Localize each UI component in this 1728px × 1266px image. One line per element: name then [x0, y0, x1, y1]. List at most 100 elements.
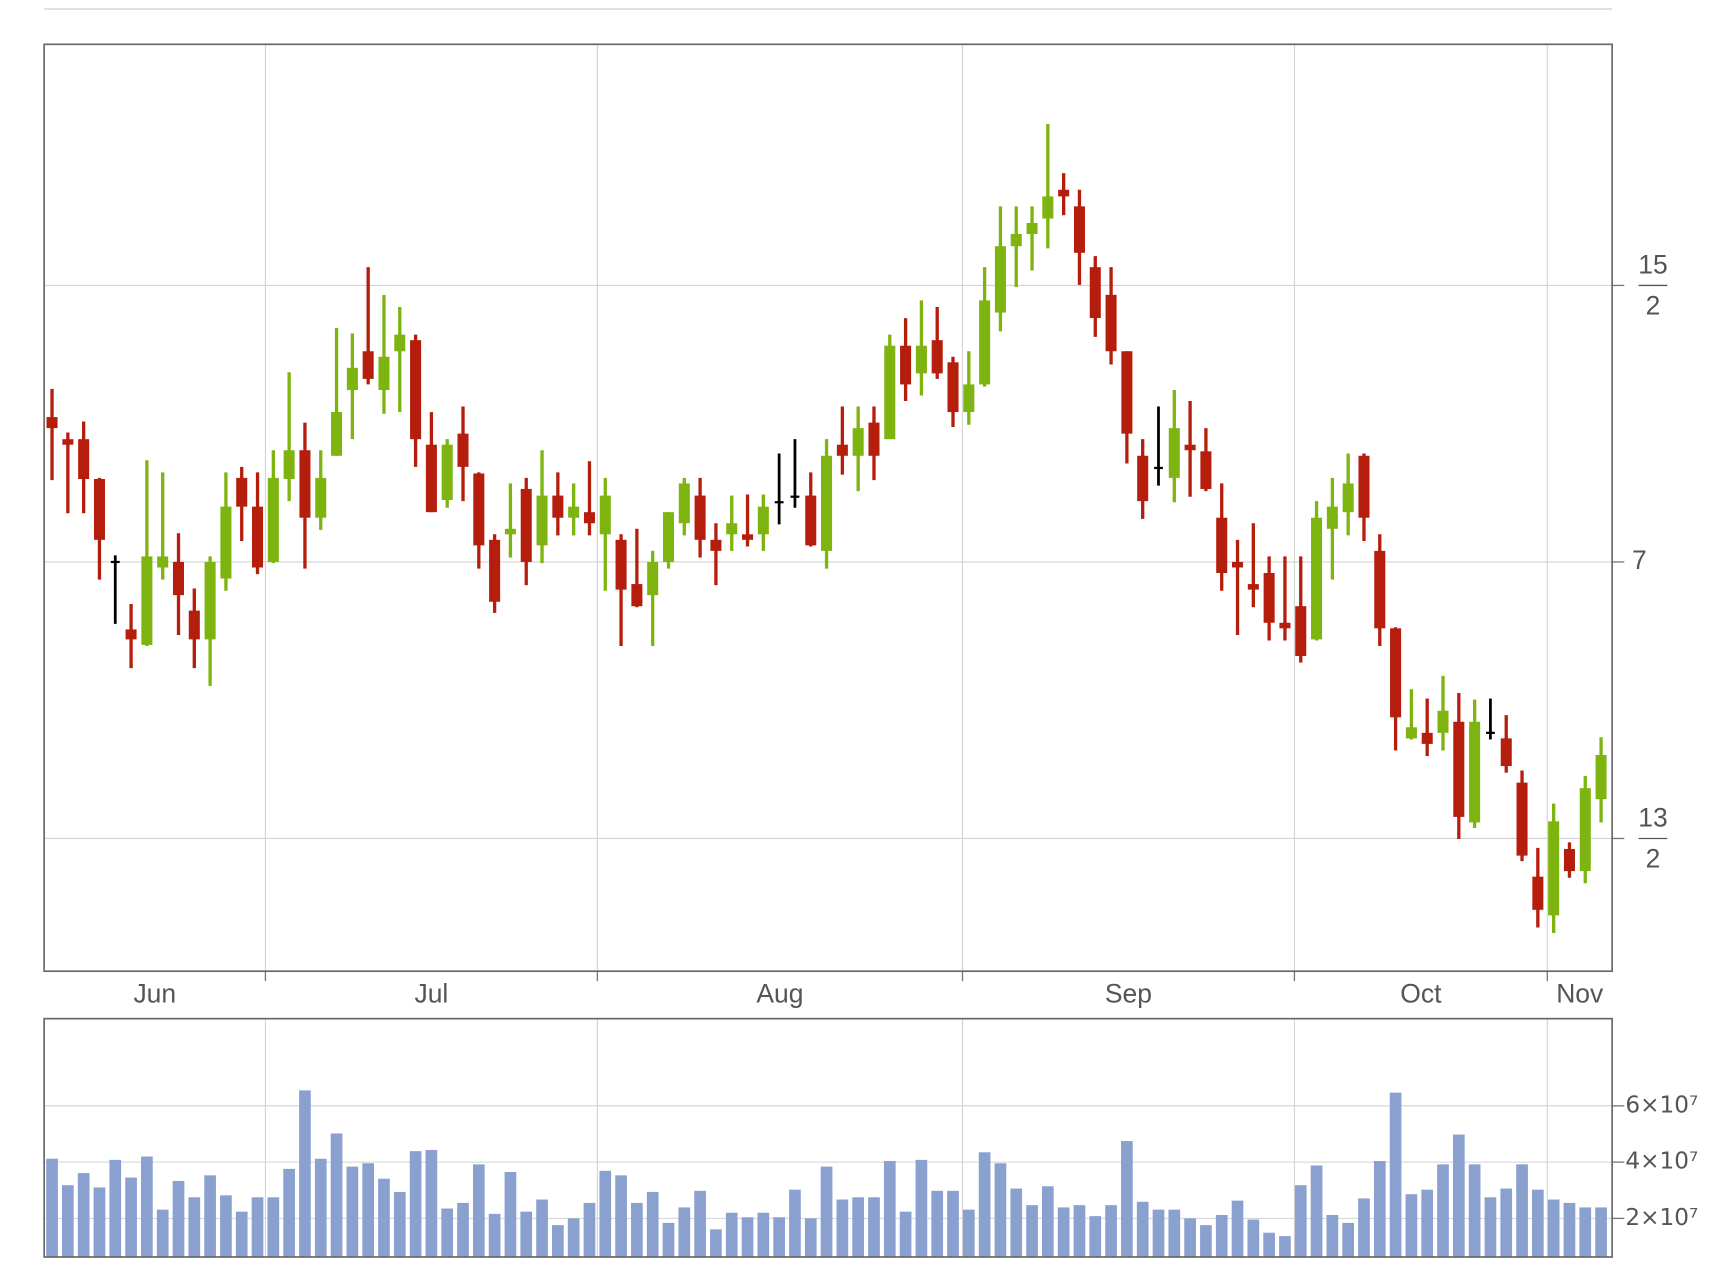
volume-bar — [1452, 1134, 1465, 1257]
candle-body — [1232, 561, 1244, 568]
volume-bar — [567, 1218, 580, 1257]
candle-body — [46, 417, 58, 429]
candle-body — [410, 340, 422, 440]
volume-bar — [283, 1168, 295, 1257]
candle-body — [678, 483, 690, 524]
volume-bar — [836, 1199, 849, 1257]
volume-bar — [1152, 1209, 1165, 1257]
volume-bar — [441, 1208, 454, 1257]
volume-bar — [1279, 1236, 1291, 1257]
volume-bar — [1326, 1215, 1339, 1257]
candle-body — [299, 450, 311, 518]
candle-body — [62, 439, 74, 445]
volume-bar — [710, 1229, 722, 1257]
candle-body — [1326, 506, 1338, 529]
volume-bar — [820, 1166, 833, 1257]
volume-bar — [1437, 1164, 1449, 1257]
volume-bar — [599, 1170, 612, 1257]
candle-body — [473, 473, 485, 546]
candle-body — [852, 428, 864, 456]
volume-bar — [267, 1197, 280, 1257]
candle-body — [315, 477, 327, 518]
volume-bar — [868, 1197, 880, 1257]
candle-body — [552, 495, 564, 518]
volume-bar — [77, 1173, 90, 1257]
volume-bar — [1041, 1186, 1054, 1257]
volume-bar — [1531, 1189, 1544, 1257]
candle-body — [1121, 351, 1133, 434]
volume-bar — [1105, 1205, 1117, 1257]
volume-bar — [425, 1150, 438, 1257]
volume-bar — [188, 1197, 201, 1257]
candle-body — [441, 444, 453, 501]
candle-body — [1184, 444, 1196, 451]
volume-bar — [346, 1166, 359, 1257]
candle-body — [947, 362, 959, 413]
candle-body — [1295, 606, 1307, 656]
candle-body — [188, 610, 200, 640]
x-tick-label: Jul — [414, 978, 448, 1008]
candle-body — [726, 523, 738, 535]
x-tick-label: Oct — [1400, 978, 1442, 1008]
candle-body — [536, 495, 548, 546]
volume-bar — [725, 1212, 738, 1257]
volume-bar — [1310, 1165, 1323, 1257]
volume-bar — [852, 1197, 865, 1257]
volume-bar — [1563, 1202, 1576, 1257]
volume-bar — [457, 1202, 469, 1257]
candle-body — [1453, 721, 1465, 817]
candle-body — [1405, 727, 1417, 739]
volume-bar — [1468, 1164, 1481, 1257]
volume-bar — [1057, 1207, 1070, 1257]
candle-body — [963, 384, 975, 413]
candle-body — [252, 506, 264, 568]
y-tick-label: 6×10⁷ — [1625, 1091, 1698, 1118]
candle-body — [1374, 550, 1386, 629]
candle-body — [1026, 222, 1038, 235]
volume-bar — [757, 1212, 770, 1257]
candle-body — [900, 345, 912, 385]
volume-bar — [962, 1209, 975, 1257]
y-tick-label: 15/2 — [1638, 250, 1667, 321]
volume-bar — [773, 1217, 785, 1257]
volume-bar — [931, 1190, 944, 1257]
volume-bar — [883, 1160, 896, 1257]
volume-bar — [125, 1177, 137, 1257]
volume-bar — [172, 1180, 185, 1257]
candle-body — [1390, 628, 1402, 718]
volume-bar — [362, 1163, 375, 1257]
volume-bar — [1595, 1207, 1607, 1257]
candle-body — [868, 422, 880, 456]
candle-body — [141, 556, 153, 645]
volume-bar — [1121, 1141, 1133, 1257]
candle-body — [1500, 738, 1512, 767]
candle-body — [457, 433, 469, 467]
candle-body — [1595, 754, 1607, 800]
volume-bar — [1358, 1198, 1370, 1257]
volume-bar — [156, 1209, 169, 1257]
volume-bar — [1342, 1222, 1355, 1257]
volume-bar — [235, 1211, 248, 1257]
candle-body — [1216, 517, 1228, 574]
x-tick-label: Jun — [133, 978, 176, 1008]
volume-bar — [1421, 1189, 1434, 1257]
candle-body — [710, 539, 722, 551]
plot-border — [43, 1017, 1613, 1258]
candle-body — [931, 340, 943, 374]
candle-body — [1279, 622, 1291, 629]
candle-body — [1089, 267, 1101, 319]
volume-bar — [1215, 1215, 1228, 1257]
candle-body — [915, 345, 927, 374]
candle-body — [615, 539, 627, 590]
candle-body — [1532, 876, 1544, 910]
volume-bar — [314, 1158, 327, 1257]
volume-bar — [93, 1187, 106, 1257]
candle-body — [362, 351, 374, 379]
volume-bar — [488, 1213, 501, 1257]
candle-body — [742, 534, 754, 540]
candle-body — [1168, 428, 1180, 478]
volume-bar — [678, 1207, 691, 1257]
volume-bar — [46, 1158, 58, 1257]
volume-bar — [1263, 1232, 1275, 1257]
candle-body — [694, 495, 706, 540]
